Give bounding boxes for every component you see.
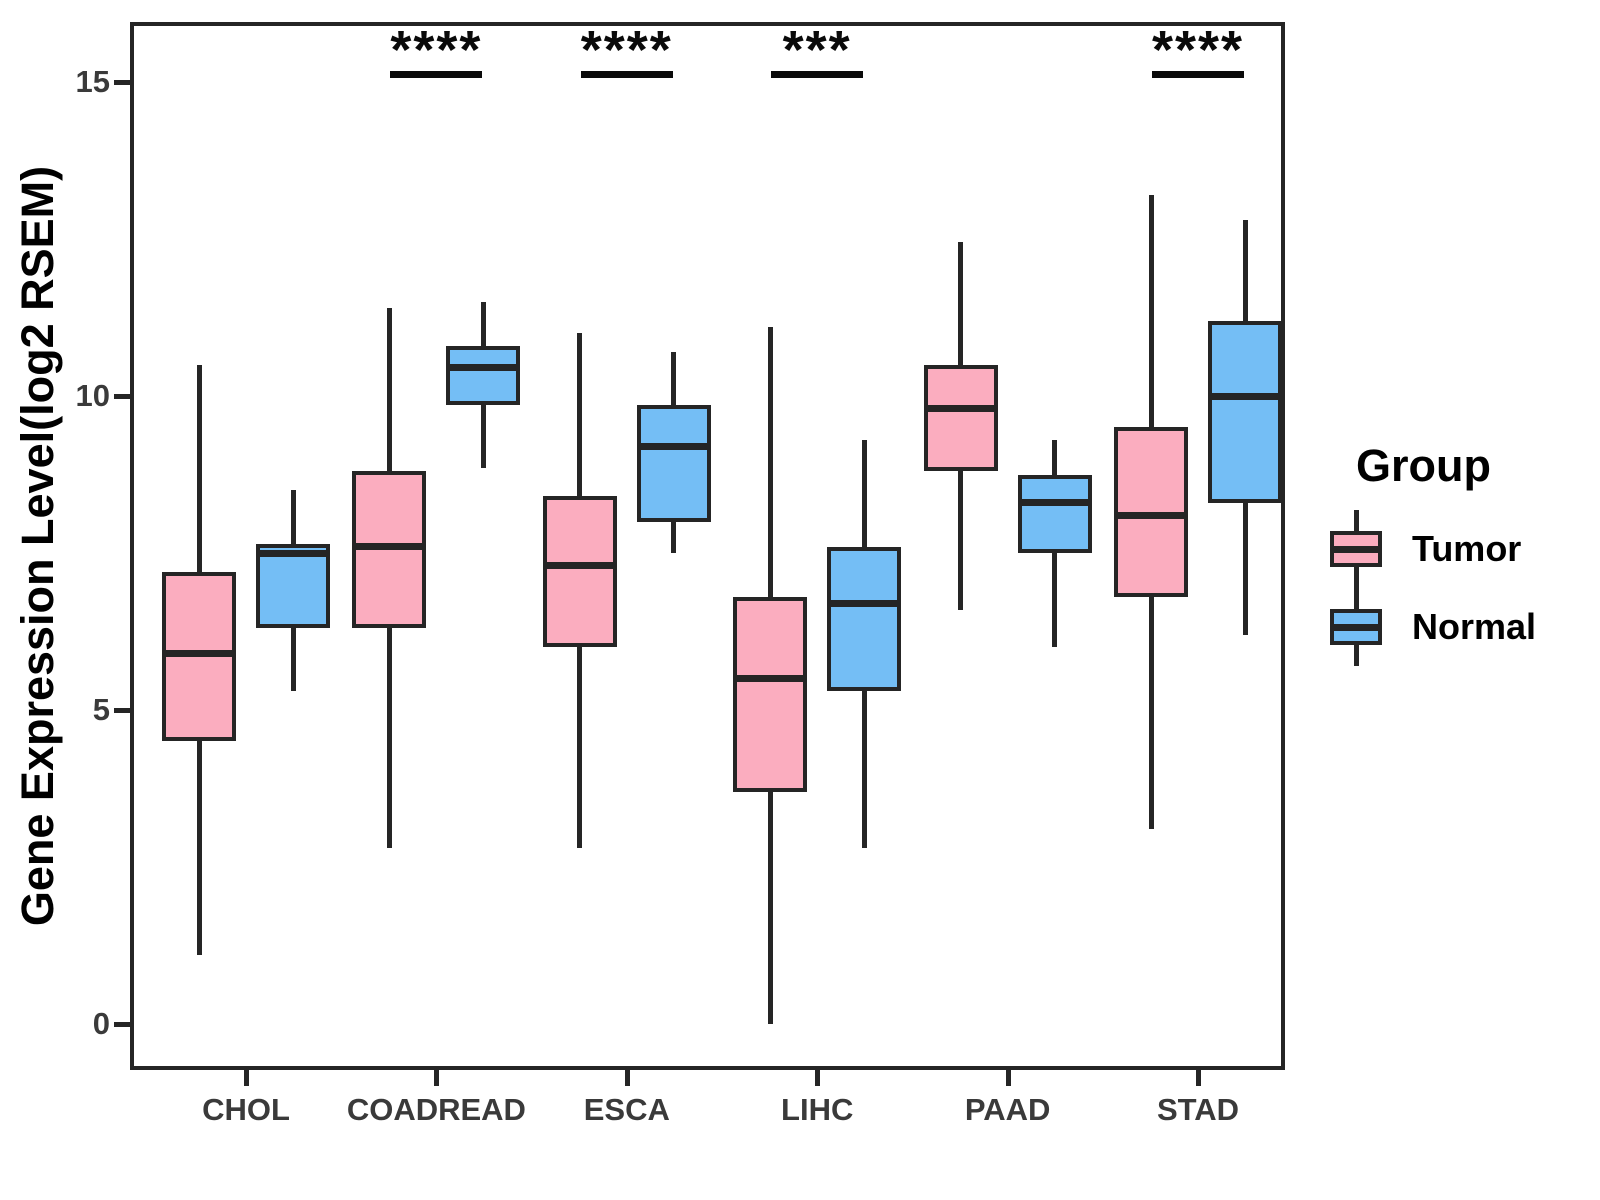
legend-entry-label: Normal	[1412, 606, 1537, 647]
legend-key-icon	[1330, 510, 1382, 588]
box-tumor-PAAD	[923, 364, 998, 472]
significance-bar-STAD	[1152, 71, 1244, 78]
median-normal-COADREAD	[446, 364, 521, 372]
significance-stars-LIHC: ***	[782, 20, 852, 80]
significance-stars-ESCA: ****	[580, 20, 673, 80]
x-tick	[1196, 1070, 1201, 1086]
median-normal-STAD	[1208, 392, 1282, 400]
y-tick-label: 10	[75, 378, 110, 413]
y-tick	[114, 708, 130, 713]
x-tick	[244, 1070, 249, 1086]
x-tick	[434, 1070, 440, 1086]
legend-key-median	[1330, 546, 1382, 553]
median-tumor-PAAD	[923, 405, 998, 413]
median-tumor-STAD	[1114, 511, 1188, 519]
significance-bar-LIHC	[771, 71, 864, 78]
legend-key-icon	[1330, 588, 1382, 666]
y-tick-label: 5	[92, 692, 110, 727]
legend-entry-label: Tumor	[1412, 528, 1522, 569]
box-normal-STAD	[1208, 320, 1282, 503]
median-tumor-COADREAD	[352, 543, 427, 551]
y-tick	[114, 80, 130, 85]
box-normal-ESCA	[636, 405, 711, 522]
x-label-COADREAD: COADREAD	[346, 1092, 526, 1127]
y-tick	[114, 394, 130, 399]
significance-stars-COADREAD: ****	[390, 20, 483, 80]
y-tick	[114, 1022, 130, 1027]
legend-entry-tumor: Tumor	[1330, 510, 1600, 588]
box-normal-CHOL	[256, 543, 330, 629]
significance-bar-ESCA	[580, 71, 673, 78]
median-normal-LIHC	[827, 599, 902, 607]
x-label-LIHC: LIHC	[781, 1092, 854, 1127]
x-tick	[624, 1070, 630, 1086]
significance-bar-COADREAD	[390, 71, 483, 78]
x-label-STAD: STAD	[1156, 1092, 1240, 1127]
legend-title: Group	[1356, 440, 1491, 491]
x-tick	[1005, 1070, 1011, 1086]
legend-key-median	[1330, 624, 1382, 631]
box-normal-COADREAD	[446, 345, 521, 406]
median-tumor-ESCA	[542, 562, 617, 570]
median-normal-ESCA	[636, 442, 711, 450]
x-label-CHOL: CHOL	[202, 1092, 290, 1127]
median-normal-CHOL	[256, 549, 330, 557]
legend-entry-normal: Normal	[1330, 588, 1600, 666]
box-tumor-LIHC	[733, 596, 808, 792]
box-normal-LIHC	[827, 546, 902, 692]
significance-stars-STAD: ****	[1151, 20, 1245, 80]
y-tick-label: 0	[92, 1006, 110, 1041]
y-axis-title: Gene Expression Level(log2 RSEM)	[12, 165, 63, 927]
box-normal-PAAD	[1017, 474, 1092, 553]
median-tumor-CHOL	[162, 649, 236, 657]
box-tumor-ESCA	[542, 496, 617, 648]
y-tick-label: 15	[75, 64, 110, 99]
x-label-PAAD: PAAD	[964, 1092, 1051, 1127]
median-tumor-LIHC	[733, 675, 808, 683]
x-tick	[815, 1070, 821, 1086]
median-normal-PAAD	[1017, 499, 1092, 507]
x-label-ESCA: ESCA	[583, 1092, 670, 1127]
legend: Group Tumor Normal	[1330, 440, 1600, 666]
